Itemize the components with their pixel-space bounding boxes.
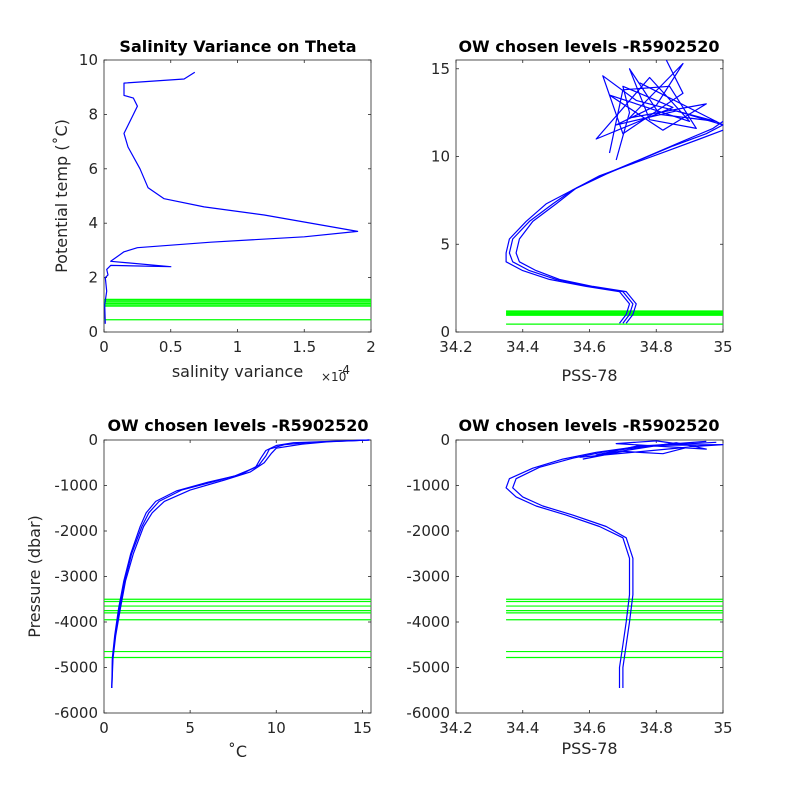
chart-2: 34.2 34.4 34.6 34.8 35 0 5 10 15 OW chosen levels… (431, 37, 733, 385)
chart-4-x-axis-label: PSS-78 (561, 739, 617, 758)
chart-1-x-multiplier: ×10 (321, 370, 346, 384)
chart-4-y-tick-label: -4000 (406, 613, 450, 631)
chart-2-profile-line (602, 59, 717, 154)
chart-1-x-multiplier-exponent: -4 (338, 363, 350, 377)
chart-4-x-tick-label: 34.6 (573, 719, 606, 737)
chart-4-x-tick-label: 34.8 (640, 719, 673, 737)
chart-3-y-tick-label: 0 (88, 431, 98, 449)
chart-3-y-axis-label: Pressure (dbar) (25, 515, 44, 638)
chart-4-y-tick-label: -3000 (406, 568, 450, 586)
chart-1-y-tick-label: 4 (88, 214, 98, 232)
chart-4: 34.2 34.4 34.6 34.8 35 -6000 -5000 -4000 -3000 -2… (406, 416, 732, 758)
chart-2-x-tick-label: 34.4 (506, 338, 539, 356)
chart-2-profile-line (505, 129, 724, 324)
chart-4-x-tick-label: 34.2 (439, 719, 472, 737)
chart-2-y-tick-label: 15 (431, 60, 450, 78)
chart-3-y-tick-label: -2000 (54, 522, 98, 540)
chart-1-title: Salinity Variance on Theta (119, 37, 356, 56)
chart-4-plot-frame (455, 439, 724, 714)
chart-4-y-tick-label: 0 (440, 431, 450, 449)
chart-1-x-tick-label: 0 (99, 338, 109, 356)
chart-1-profile-line (104, 71, 359, 324)
chart-1-x-tick-label: 2 (366, 338, 376, 356)
chart-3-y-tick-label: -4000 (54, 613, 98, 631)
chart-4-profile-line (505, 440, 707, 688)
chart-1-y-tick-label: 6 (88, 160, 98, 178)
chart-2-x-tick-label: 34.8 (640, 338, 673, 356)
chart-3-x-tick-label: 10 (267, 719, 286, 737)
chart-1-x-axis-label: salinity variance (172, 362, 303, 381)
chart-2-profile-line (515, 120, 724, 324)
chart-3-x-tick-label: 0 (99, 719, 109, 737)
chart-2-x-tick-label: 34.6 (573, 338, 606, 356)
chart-3-x-axis-label: ˚C (228, 742, 247, 761)
chart-3-profile-line (111, 439, 370, 689)
chart-3-x-tick-label: 15 (353, 719, 372, 737)
chart-2-profile-line (595, 62, 724, 161)
chart-2-title: OW chosen levels -R5902520 (458, 37, 719, 56)
chart-4-x-tick-label: 35 (713, 719, 732, 737)
chart-1-y-tick-label: 0 (88, 323, 98, 341)
chart-4-y-tick-label: -6000 (406, 704, 450, 722)
chart-2-y-tick-label: 10 (431, 148, 450, 166)
chart-1: 0 0.5 1 1.5 2 0 2 4 6 8 10 Salinity Variance on The… (52, 37, 376, 384)
chart-4-title: OW chosen levels -R5902520 (458, 416, 719, 435)
chart-3-plot-frame (103, 439, 372, 714)
chart-4-y-tick-label: -5000 (406, 659, 450, 677)
chart-4-profile-line (579, 440, 724, 460)
chart-4-profile-line (512, 441, 717, 688)
chart-2-y-tick-label: 5 (440, 235, 450, 253)
chart-3-y-tick-label: -6000 (54, 704, 98, 722)
chart-4-y-tick-label: -1000 (406, 477, 450, 495)
chart-2-x-tick-label: 34.2 (439, 338, 472, 356)
chart-1-y-tick-label: 8 (88, 105, 98, 123)
chart-2-plot-frame (455, 59, 724, 333)
chart-2-profile-line (508, 124, 724, 324)
chart-1-x-tick-label: 0.5 (159, 338, 183, 356)
chart-1-x-tick-label: 1.5 (292, 338, 316, 356)
chart-3-x-tick-label: 5 (185, 719, 195, 737)
chart-1-y-axis-label: Potential temp (˚C) (52, 119, 71, 273)
chart-2-x-axis-label: PSS-78 (561, 366, 617, 385)
chart-3-profile-line (111, 439, 370, 689)
chart-2-x-tick-label: 35 (713, 338, 732, 356)
chart-4-x-tick-label: 34.4 (506, 719, 539, 737)
chart-3-y-tick-label: -5000 (54, 659, 98, 677)
chart-3-y-tick-label: -3000 (54, 568, 98, 586)
chart-3-title: OW chosen levels -R5902520 (107, 416, 368, 435)
chart-1-x-tick-label: 1 (233, 338, 243, 356)
chart-3: 0 5 10 15 -6000 -5000 -4000 -3000 -2000 -1000 0 OW … (25, 416, 372, 761)
chart-3-y-tick-label: -1000 (54, 477, 98, 495)
chart-1-y-tick-label: 2 (88, 269, 98, 287)
chart-1-y-tick-label: 10 (79, 51, 98, 69)
chart-4-y-tick-label: -2000 (406, 522, 450, 540)
chart-1-plot-frame (103, 59, 372, 333)
chart-2-y-tick-label: 0 (440, 323, 450, 341)
chart-3-profile-line (111, 439, 370, 689)
